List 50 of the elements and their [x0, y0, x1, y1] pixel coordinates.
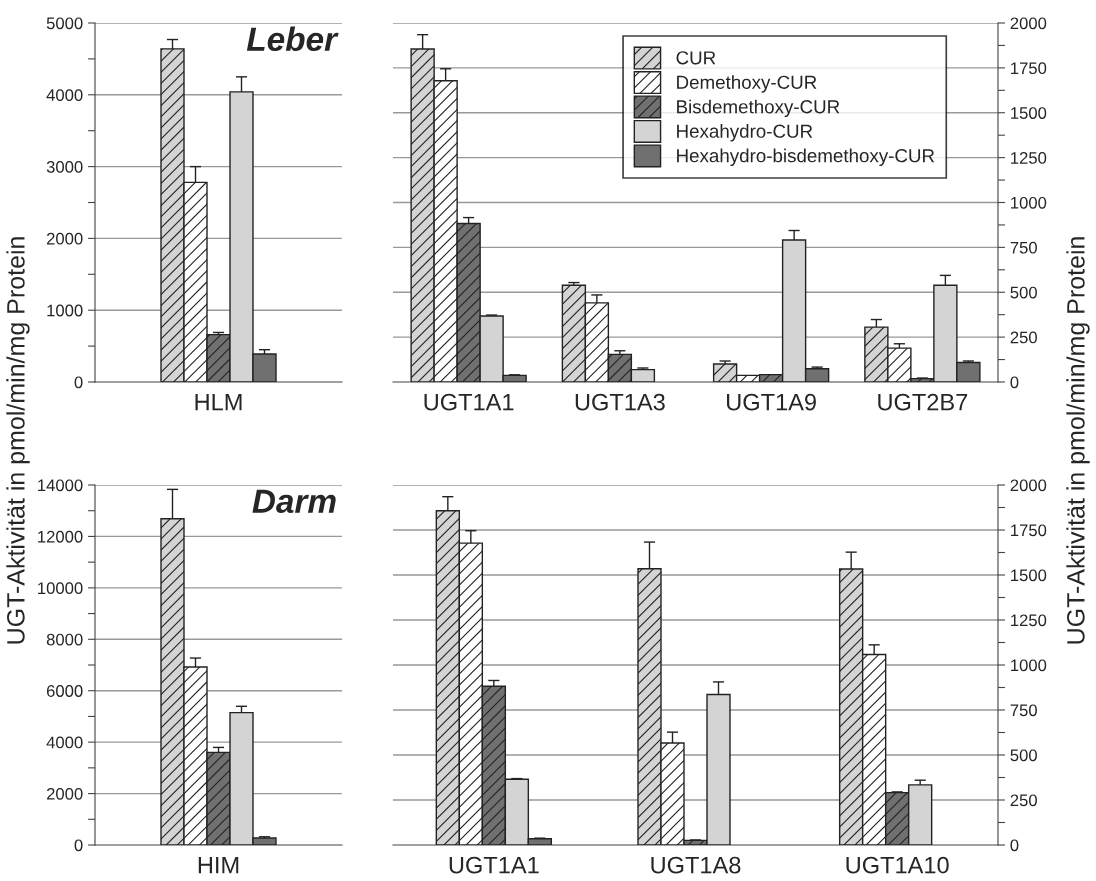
legend-label: CUR: [676, 51, 716, 65]
y-tick-label: 10000: [38, 582, 83, 595]
y-tick-label: 1500: [1011, 107, 1047, 119]
y-tick-label: 1000: [1011, 196, 1047, 209]
legend-label: Bisdemethoxy-CUR: [677, 99, 840, 118]
legend-label: Hexahydro-CUR: [677, 124, 813, 142]
x-tick-label: UGT1A1: [449, 856, 539, 874]
y-tick-label: 250: [1010, 331, 1037, 344]
y-tick-label: 750: [1010, 704, 1037, 717]
x-tick-label: HIM: [198, 856, 239, 874]
y-tick-label: 250: [1010, 794, 1037, 807]
y-tick-label: 1000: [1011, 659, 1047, 672]
x-tick-label: UGT2B7: [878, 393, 968, 411]
y-tick-label: 0: [1010, 839, 1019, 852]
y-tick-label: 1250: [1011, 152, 1047, 164]
y-tick-label: 5000: [46, 17, 83, 30]
chart-title: Leber: [246, 26, 339, 52]
x-tick-label: UGT1A10: [846, 856, 949, 874]
y-tick-label: 1750: [1011, 62, 1047, 75]
y-tick-label: 0: [74, 839, 83, 852]
y-tick-label: 3000: [46, 161, 83, 173]
y-tick-label: 2000: [1010, 17, 1047, 30]
y-tick-label: 2000: [46, 787, 83, 800]
y-tick-label: 4000: [46, 89, 83, 101]
y-tick-label: 2000: [1010, 479, 1047, 492]
y-tick-label: 1750: [1011, 524, 1047, 537]
x-tick-label: UGT1A1: [424, 393, 514, 411]
x-tick-label: UGT1A8: [651, 856, 741, 874]
legend-label: Demethoxy-CUR: [677, 75, 817, 93]
y-tick-label: 1250: [1011, 614, 1047, 627]
y-tick-label: 6000: [46, 685, 83, 697]
y-tick-label: 8000: [46, 633, 83, 646]
x-tick-label: UGT1A3: [575, 393, 665, 411]
chart-title: Darm: [252, 489, 336, 514]
y-tick-label: 0: [74, 376, 83, 389]
y-tick-label: 2000: [46, 232, 83, 245]
y-tick-label: 1000: [47, 304, 83, 317]
y-tick-label: 0: [1010, 376, 1019, 389]
legend-label: Hexahydro-bisdemethoxy-CUR: [677, 148, 935, 167]
y-tick-label: 14000: [38, 479, 83, 492]
y-tick-label: 750: [1010, 241, 1037, 254]
y-axis-title: UGT-Aktivität in pmol/min/mg Protein: [6, 237, 30, 644]
y-tick-label: 4000: [46, 736, 83, 749]
x-tick-label: HLM: [195, 393, 242, 411]
x-tick-label: UGT1A9: [727, 393, 816, 411]
y-tick-label: 500: [1010, 286, 1037, 299]
y-tick-label: 1500: [1011, 569, 1047, 582]
y-tick-label: 500: [1010, 749, 1037, 762]
y-axis-title: UGT-Aktivität in pmol/min/mg Protein: [1066, 237, 1090, 644]
y-tick-label: 12000: [38, 530, 83, 543]
